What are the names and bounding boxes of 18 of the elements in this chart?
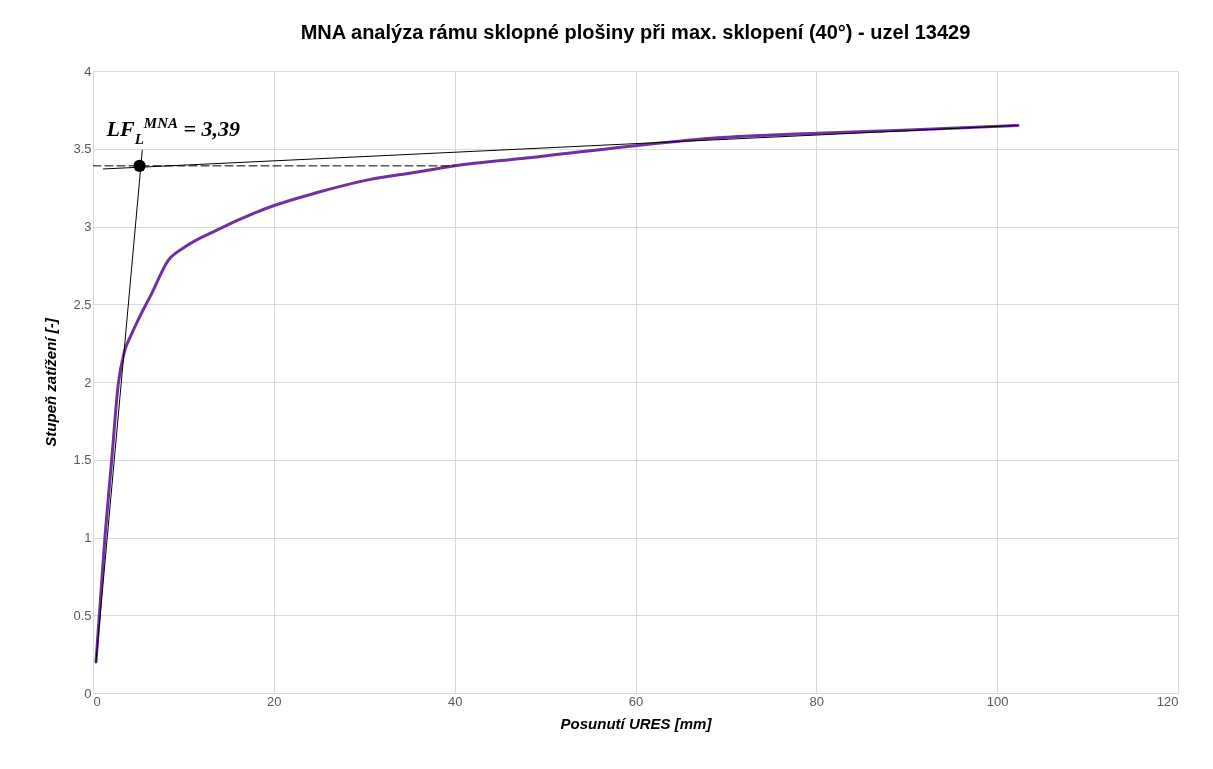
x-tick-label: 20 [267, 693, 282, 709]
x-tick-label: 40 [447, 693, 463, 709]
y-tick-label: 3 [84, 219, 92, 234]
y-tick-label: 1 [84, 530, 92, 545]
y-tick-label: 2.5 [73, 296, 92, 312]
x-tick-label: 80 [809, 693, 825, 709]
chart-title: MNA analýza rámu sklopné plošiny při max. sklopení (40°) - uzel 13429 [300, 21, 971, 43]
annotation: LF$_{L}$$^{MNA}$ = 3,39 [105, 114, 241, 147]
y-tick-label: 4 [84, 63, 92, 79]
y-tick-label: 0.5 [73, 607, 92, 623]
y-tick-label: 2 [84, 374, 92, 390]
x-tick-label: 60 [628, 693, 644, 709]
y-tick-label: 1.5 [73, 452, 92, 468]
x-tick-label: 100 [986, 693, 1009, 709]
y-axis-title: Stupeň zatížení [-] [42, 317, 60, 447]
x-tick-label: 120 [1156, 693, 1179, 709]
x-axis-title: Posunutí URES [mm] [560, 714, 713, 732]
y-tick-label: 3.5 [73, 141, 92, 157]
